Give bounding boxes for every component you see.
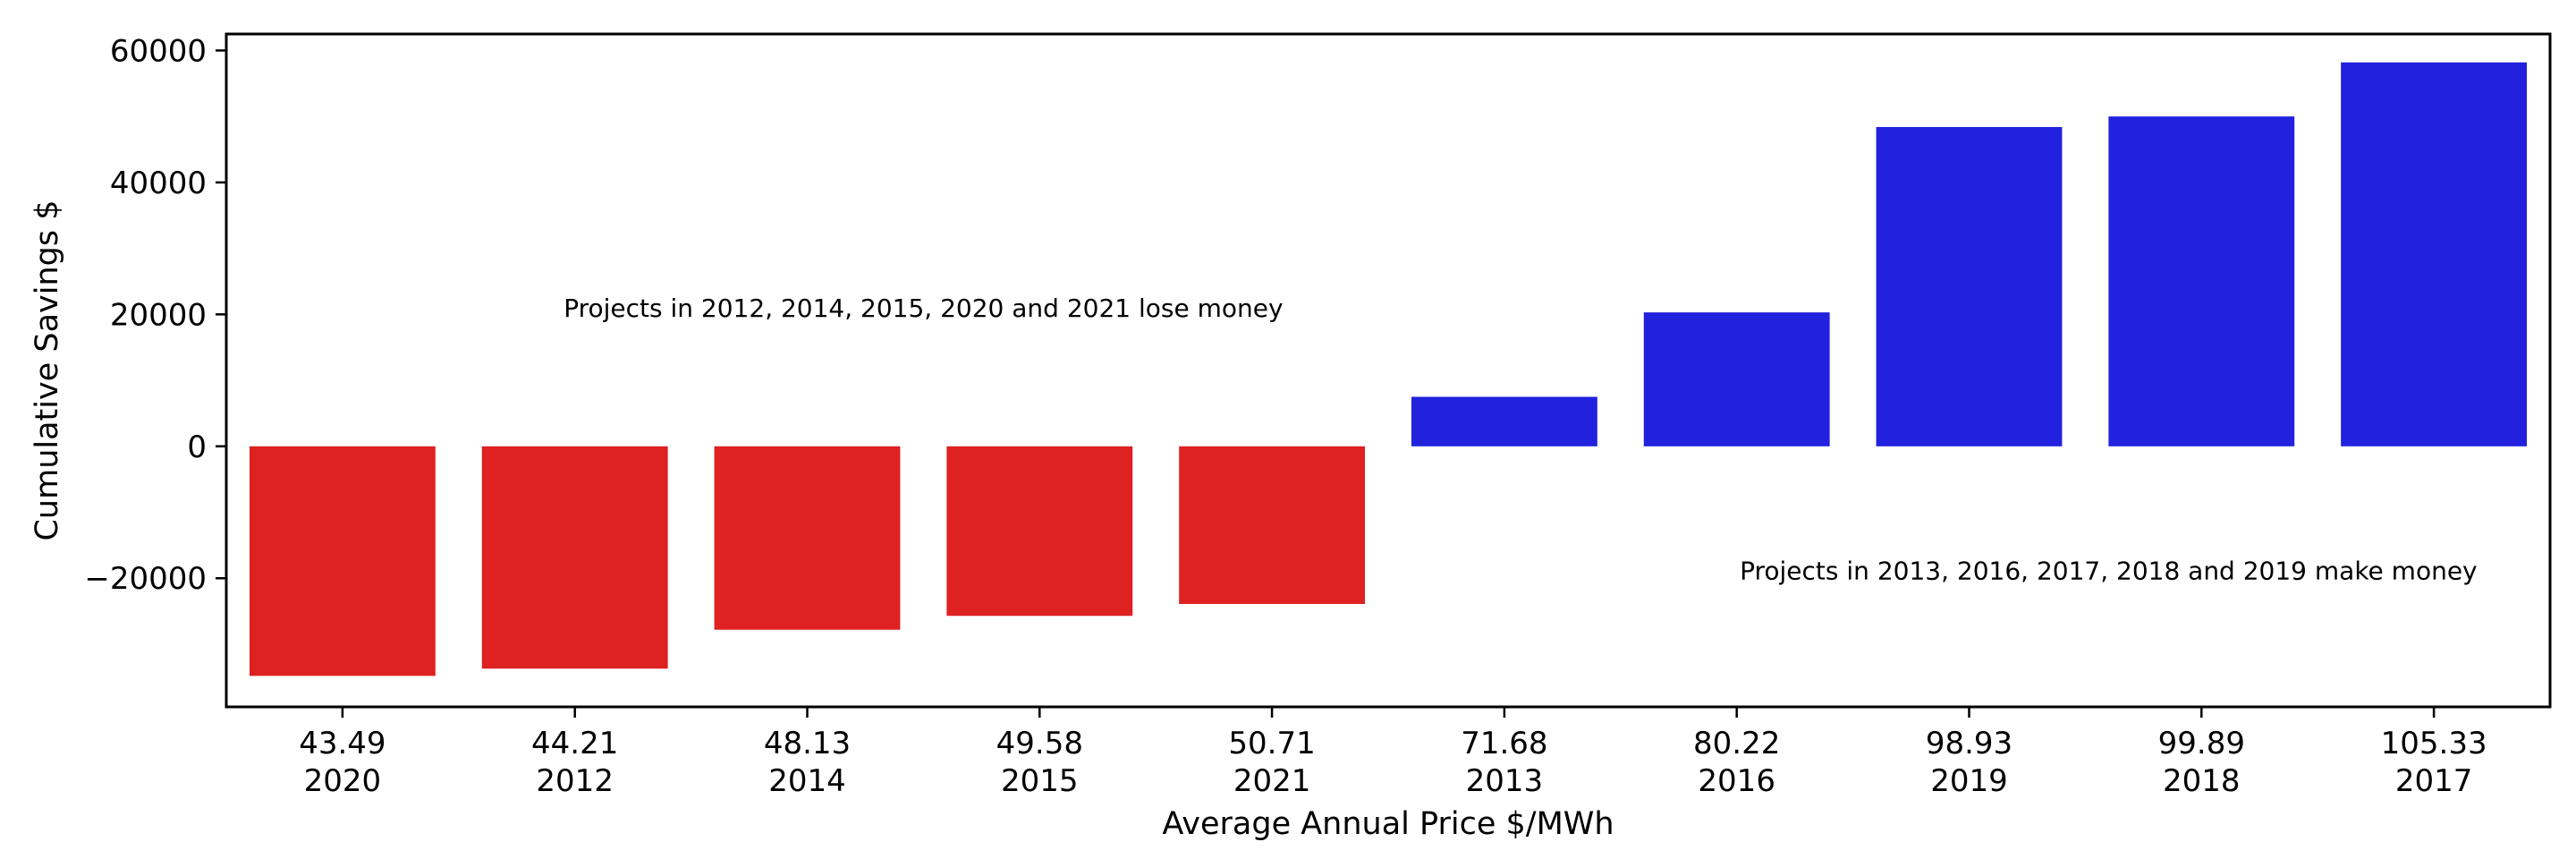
bar-2019 [1876, 126, 2063, 447]
y-tick-label: 20000 [110, 297, 207, 333]
bar-2020 [249, 446, 436, 676]
bar-2012 [481, 446, 668, 669]
x-tick-label-price: 43.49 [299, 726, 386, 761]
x-tick-label-price: 50.71 [1228, 726, 1315, 761]
x-tick-label-price: 80.22 [1693, 726, 1780, 761]
x-axis-label: Average Annual Price $/MWh [1162, 806, 1614, 842]
x-tick-label-price: 49.58 [996, 726, 1083, 761]
y-tick-label: 40000 [110, 166, 207, 201]
annotation-text: Projects in 2012, 2014, 2015, 2020 and 2… [564, 293, 1283, 323]
x-tick-label-price: 48.13 [764, 726, 851, 761]
y-tick-label: 60000 [110, 33, 207, 69]
bar-2014 [714, 446, 901, 630]
annotation-text: Projects in 2013, 2016, 2017, 2018 and 2… [1740, 556, 2478, 585]
x-tick-label-year: 2016 [1698, 763, 1775, 799]
x-tick-label-price: 105.33 [2381, 726, 2487, 761]
x-tick-label-year: 2013 [1466, 763, 1544, 799]
bar-2021 [1179, 446, 1366, 604]
x-tick-label-year: 2014 [768, 763, 846, 799]
x-tick-label-price: 99.89 [2158, 726, 2245, 761]
x-tick-label-price: 44.21 [531, 726, 618, 761]
bar-2017 [2341, 62, 2528, 447]
x-tick-label-year: 2021 [1233, 763, 1311, 799]
x-tick-label-year: 2017 [2395, 763, 2473, 799]
y-tick-label: −20000 [84, 561, 207, 597]
bar-2016 [1643, 312, 1830, 447]
bar-2013 [1411, 396, 1597, 447]
bars-group [249, 62, 2528, 676]
annotations-group: Projects in 2012, 2014, 2015, 2020 and 2… [564, 293, 2477, 585]
plot-frame [225, 32, 2552, 709]
x-tick-label-price: 71.68 [1461, 726, 1547, 761]
y-axis-label: Cumulative Savings $ [30, 200, 65, 540]
bar-2015 [946, 446, 1133, 617]
y-tick-label: 0 [187, 430, 207, 465]
y-axis: −20000 0 20000 40000 60000 [84, 33, 226, 597]
x-tick-label-year: 2015 [1001, 763, 1079, 799]
x-tick-label-year: 2019 [1930, 763, 2008, 799]
bar-2018 [2108, 116, 2295, 447]
x-tick-label-year: 2012 [536, 763, 614, 799]
x-tick-label-year: 2020 [304, 763, 382, 799]
x-tick-label-year: 2018 [2163, 763, 2241, 799]
x-tick-label-price: 98.93 [1926, 726, 2012, 761]
